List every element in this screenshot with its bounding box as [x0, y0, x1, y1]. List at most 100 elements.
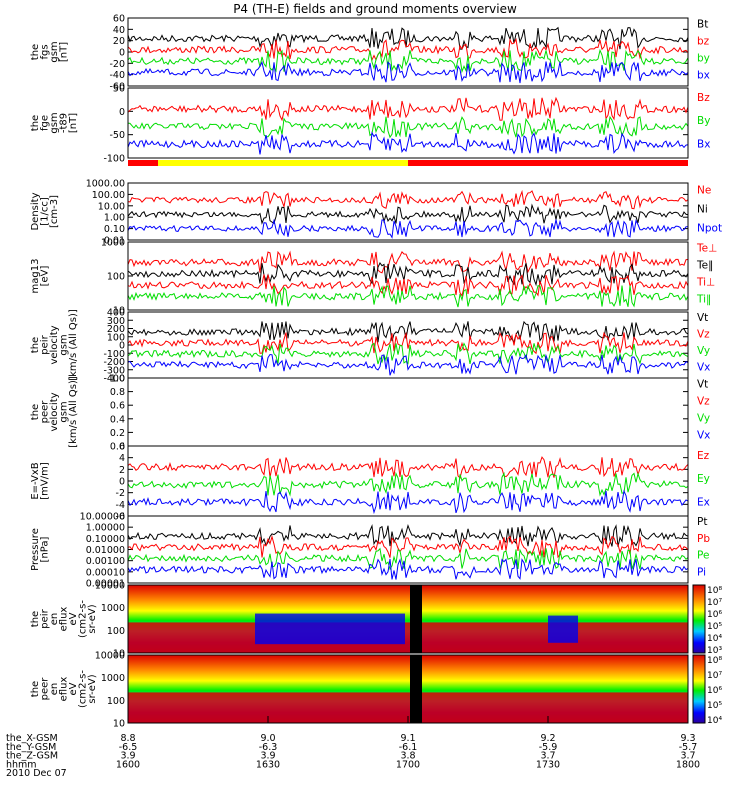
y-tick-label: 60	[113, 14, 125, 25]
y-axis-label: [cm-3]	[49, 195, 60, 228]
x-tick-label: 3.8	[400, 751, 415, 762]
x-axis-row-label: hhmm	[6, 759, 37, 770]
y-axis-label: [km/s (All Qs)]	[68, 309, 79, 381]
legend-entry: Pb	[697, 533, 710, 545]
data-gap	[410, 655, 422, 723]
y-tick-label: 10	[113, 719, 125, 730]
y-tick-label: 1.00000	[86, 523, 125, 534]
y-tick-label: 0.8	[110, 387, 125, 398]
x-tick-label: -6.3	[259, 742, 278, 753]
series-trace	[127, 547, 689, 571]
x-tick-label: -5.9	[539, 742, 558, 753]
y-axis-label: eV	[68, 682, 79, 695]
series-trace	[127, 262, 689, 287]
y-tick-label: 100	[107, 626, 125, 637]
y-tick-label: -50	[109, 130, 125, 141]
y-tick-label: 0.0	[110, 442, 125, 453]
colorbar-label: 10⁶	[707, 610, 722, 620]
series-trace	[127, 189, 689, 210]
y-axis-label: the	[30, 44, 41, 60]
spectrogram-band	[128, 622, 688, 653]
y-tick-label: -20	[109, 59, 125, 70]
legend-entry: by	[697, 52, 710, 64]
x-tick-label: 1730	[536, 759, 560, 770]
panel-frame	[127, 377, 689, 447]
data-gap	[410, 585, 422, 653]
x-tick-label: 9.3	[680, 733, 695, 744]
series-trace	[127, 489, 689, 515]
x-tick-label: 8.8	[120, 733, 135, 744]
y-tick-label: 0	[119, 107, 125, 118]
y-axis-label: the	[30, 115, 41, 131]
y-axis-label: E=-VxB	[30, 462, 41, 499]
legend-entry: Bt	[697, 18, 708, 30]
y-axis-label: fgs	[40, 44, 51, 59]
series-trace	[127, 274, 689, 297]
colorbar-label: 10⁶	[707, 686, 722, 696]
y-tick-label: 1.00	[104, 213, 125, 224]
panel-frame	[127, 584, 689, 654]
y-tick-label: 1000	[101, 673, 125, 684]
y-tick-label: 0.01	[104, 236, 125, 247]
legend-entry: Ti⊥	[696, 276, 715, 288]
y-axis-label: peer	[40, 677, 51, 701]
y-axis-label: mag13	[30, 259, 41, 294]
series-trace	[127, 534, 689, 559]
colorbar-label: 10⁷	[707, 671, 722, 681]
legend-entry: Pi	[697, 566, 706, 578]
y-tick-label: 0.4	[110, 414, 125, 425]
y-tick-label: 10.00000	[80, 512, 125, 523]
panel-frame	[127, 182, 689, 241]
y-tick-label: -60	[109, 82, 125, 93]
colorbar-label: 10⁸	[707, 586, 722, 596]
legend-entry: Vt	[697, 378, 708, 390]
y-tick-label: 10000	[95, 581, 125, 592]
y-tick-label: 10.00	[98, 201, 125, 212]
panel-frame	[127, 241, 689, 311]
y-tick-label: 1.0	[110, 374, 125, 385]
legend-entry: Pt	[697, 516, 707, 528]
legend-entry: Ni	[697, 203, 708, 215]
legend-entry: Npot	[697, 222, 722, 234]
y-tick-label: 300	[107, 316, 125, 327]
y-axis-label: eflux	[59, 677, 70, 702]
y-axis-label: en	[49, 613, 60, 626]
y-tick-label: 0.00100	[86, 556, 125, 567]
colorbar-label: 10⁸	[707, 656, 722, 666]
panel-frame	[127, 17, 689, 87]
y-axis-label: the	[30, 404, 41, 420]
legend-entry: Ne	[697, 184, 711, 196]
y-axis-label: Density	[30, 192, 41, 230]
series-trace	[127, 284, 689, 308]
x-tick-label: 3.7	[680, 751, 695, 762]
y-tick-label: 1000	[101, 603, 125, 614]
x-tick-label: -6.5	[119, 742, 138, 753]
y-axis-label: [nPa]	[40, 536, 51, 562]
y-tick-label: 100	[107, 272, 125, 283]
y-tick-label: 6	[119, 442, 125, 453]
y-tick-label: 0.00001	[86, 579, 125, 590]
y-tick-label: 200	[107, 324, 125, 335]
series-trace	[127, 250, 689, 274]
y-axis-label: [nT]	[59, 42, 70, 62]
y-tick-label: 4	[119, 453, 125, 464]
y-axis-label: [1/cc]	[40, 197, 51, 226]
series-trace	[127, 96, 689, 122]
y-tick-label: 0.2	[110, 428, 125, 439]
series-trace	[127, 37, 689, 62]
series-trace	[127, 115, 689, 139]
y-axis-label: [nT]	[68, 113, 79, 133]
legend-entry: Ey	[697, 473, 710, 485]
legend-entry: Te⊥	[696, 242, 717, 254]
y-tick-label: 10000	[95, 651, 125, 662]
legend-entry: Bx	[697, 139, 710, 151]
y-axis-label: sr-eV)	[87, 674, 98, 703]
y-axis-label: eV	[68, 612, 79, 625]
legend-entry: bz	[697, 35, 710, 47]
legend-entry: Vx	[697, 362, 710, 374]
y-axis-label: [eV]	[40, 266, 51, 287]
x-axis-row-label: the_Z-GSM	[6, 751, 58, 762]
y-tick-label: 1000.00	[86, 179, 125, 190]
x-tick-label: 3.9	[260, 751, 275, 762]
y-tick-label: 10	[113, 649, 125, 660]
